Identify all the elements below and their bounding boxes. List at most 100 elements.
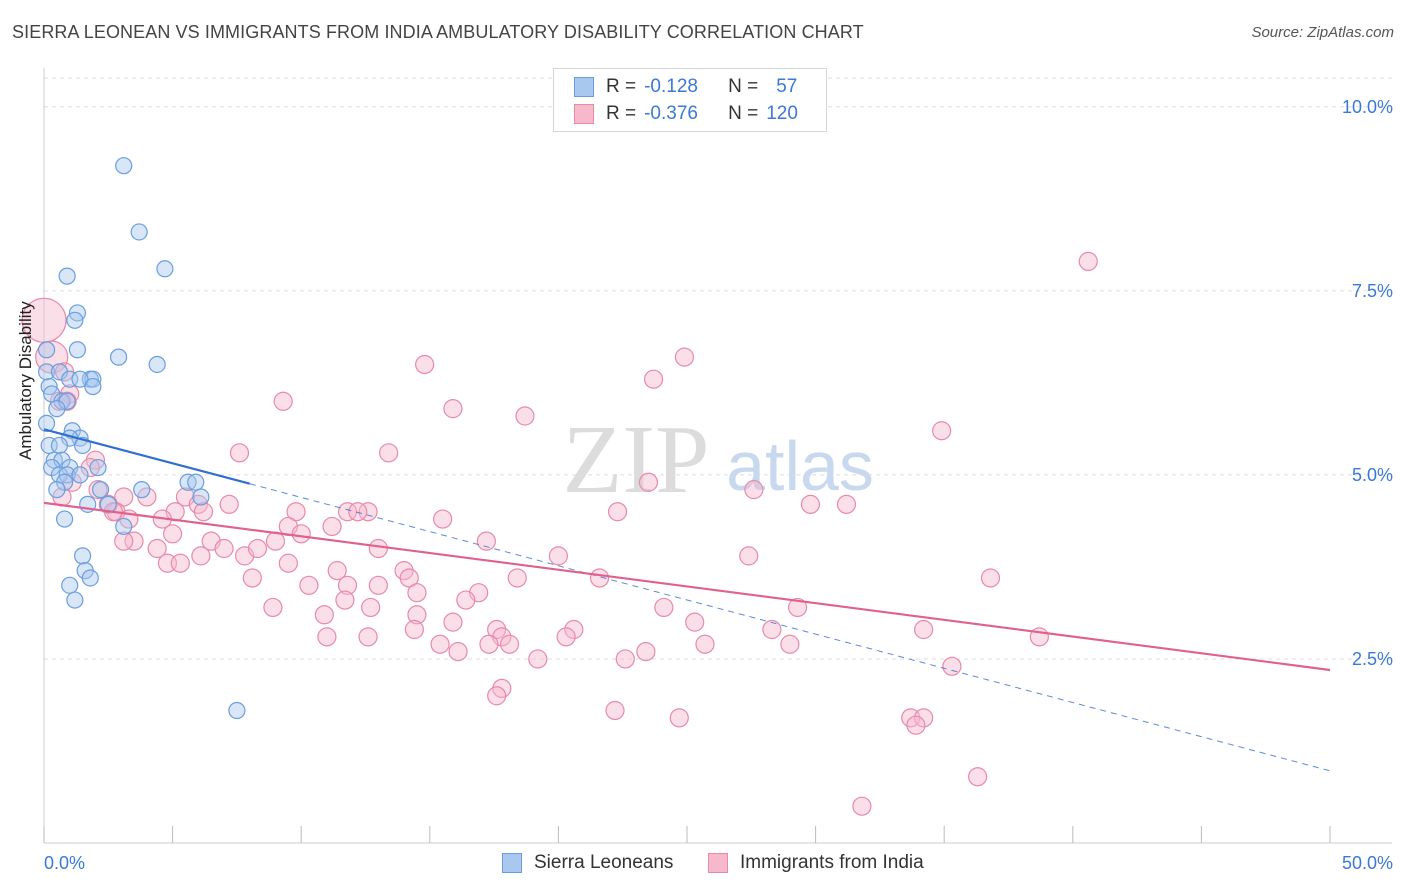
india-point [286,502,306,522]
india-point [507,568,527,588]
india-point [415,354,435,375]
india-point [163,524,183,544]
legend-swatch-india [574,104,594,124]
india-point [674,347,695,367]
india-point [404,619,424,640]
india-point [695,634,715,654]
legend-swatch-sierra [574,77,594,97]
sierra-point [89,458,107,477]
india-point [669,708,689,728]
india-point [685,612,705,632]
india-point [607,502,628,522]
y-tick-label: 2.5% [1352,649,1393,669]
india-point [528,649,548,669]
watermark-zip: ZIP [563,406,710,514]
sierra-point [99,495,117,513]
india-point [147,538,167,559]
india-point [906,715,926,735]
india-point [744,480,764,500]
india-point [433,509,453,529]
sierra-trend-line [43,428,251,485]
sierra-point [71,466,89,484]
sierra-point [37,363,56,381]
india-point [548,546,569,566]
india-point [942,656,962,676]
india-point [191,546,211,566]
india-point [368,538,388,559]
sierra-point [187,473,205,491]
x-tick-label-max: 50.0% [1342,853,1393,873]
india-point [836,494,857,514]
legend-r-value: -0.376 [644,103,698,124]
sierra-point [68,341,87,359]
legend-row-sierra: R = -0.128 N = 57 [574,74,797,100]
india-point [229,443,250,463]
india-point [448,641,468,662]
india-point [242,568,262,588]
india-point [852,796,872,816]
india-point [780,634,800,654]
y-tick-label: 5.0% [1352,465,1393,485]
india-point [278,553,298,573]
watermark: ZIP atlas [563,406,874,514]
source-credit: Source: ZipAtlas.com [1251,24,1394,41]
india-point [263,597,283,618]
india-point [322,516,342,537]
legend-r-label: R = [606,76,637,97]
legend-r-value: -0.128 [644,76,698,97]
sierra-point [71,370,89,388]
india-point [114,531,134,551]
india-point [1078,251,1098,272]
india-point [739,546,759,566]
sierra-point [148,355,166,374]
india-point [638,472,659,492]
axes [43,68,1392,844]
y-axis-label: Ambulatory Disability [16,301,35,460]
sierra-point [84,377,102,396]
india-point [914,619,934,640]
bottom-legend-sierra: Sierra Leoneans [502,852,673,874]
bottom-legend-swatch-sierra [502,853,522,873]
sierra-point [133,481,151,499]
sierra-point [50,436,69,455]
india-point [247,538,268,559]
sierra-point [58,267,76,285]
india-point [358,627,378,647]
india-point [407,605,427,625]
india-point [399,568,419,588]
sierra-point [48,400,66,418]
india-point [219,494,239,514]
india-point [348,502,368,522]
india-point [800,494,821,514]
india-point [193,502,214,522]
x-tick-label-min: 0.0% [44,853,85,873]
india-point [499,634,520,654]
sierra-point [66,591,84,609]
chart-title: SIERRA LEONEAN VS IMMIGRANTS FROM INDIA … [12,22,864,42]
india-point [299,575,319,595]
watermark-atlas: atlas [726,427,874,505]
india-point [124,531,144,551]
bottom-legend-swatch-india [708,853,728,873]
india-point [214,538,234,559]
sierra-point [91,481,110,499]
sierra-point [37,341,56,359]
india-point [443,399,463,419]
bottom-legend-label-india: Immigrants from India [740,852,924,873]
india-point [443,612,463,632]
india-point [361,597,381,618]
india-point [914,708,934,728]
india-point [636,641,656,662]
y-tick-label: 10.0% [1342,97,1393,117]
legend-n-label: N = [728,76,759,97]
india-point [317,627,337,647]
sierra-point [81,569,99,587]
india-point [787,597,808,618]
india-trend-line [43,501,1331,672]
bottom-legend-india: Immigrants from India [708,852,924,874]
india-point [327,561,347,581]
india-point [654,597,674,618]
sierra-point [228,701,246,720]
tick-labels: 2.5% 5.0% 7.5% 10.0% 0.0% 50.0% [44,97,1393,873]
legend-row-india: R = -0.376 N = 120 [574,101,798,127]
